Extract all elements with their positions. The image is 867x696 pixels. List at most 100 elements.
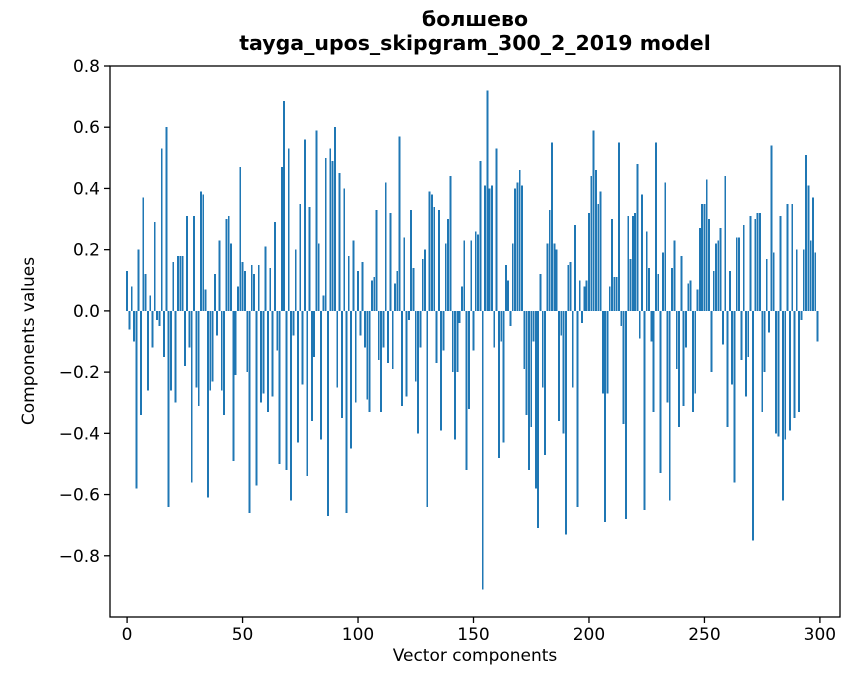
bar xyxy=(724,176,727,311)
bar xyxy=(398,136,401,311)
bar xyxy=(387,310,389,363)
bar xyxy=(461,286,463,311)
bar xyxy=(765,258,768,311)
bar xyxy=(731,310,734,385)
bar xyxy=(451,310,454,373)
bar xyxy=(366,310,369,400)
bar xyxy=(807,185,810,311)
bar xyxy=(290,310,292,501)
bar xyxy=(648,268,650,311)
bar xyxy=(237,286,239,311)
y-tick-label: 0.8 xyxy=(73,57,100,77)
bar xyxy=(248,310,251,513)
bar xyxy=(389,212,392,311)
bar xyxy=(442,310,445,351)
x-tick-label: 100 xyxy=(342,625,374,645)
bar xyxy=(578,280,581,311)
bar xyxy=(812,197,814,311)
bar xyxy=(726,310,729,428)
bar xyxy=(562,310,565,434)
bar xyxy=(306,310,309,477)
bar xyxy=(283,101,286,311)
bar xyxy=(128,310,131,330)
bar xyxy=(567,264,570,311)
y-tick-label: 0.2 xyxy=(73,241,100,261)
bar xyxy=(126,271,129,311)
bar xyxy=(243,271,246,311)
bar xyxy=(137,249,140,311)
bar xyxy=(373,277,376,311)
bar xyxy=(407,310,410,321)
bar xyxy=(410,209,413,311)
bar xyxy=(583,286,586,311)
bar xyxy=(641,194,644,311)
bar xyxy=(719,228,722,311)
bar xyxy=(223,310,226,415)
bar xyxy=(458,310,461,324)
x-tick-label: 0 xyxy=(122,625,133,645)
bar xyxy=(627,215,630,311)
bar xyxy=(673,240,676,311)
bar xyxy=(629,258,632,311)
bar xyxy=(354,310,357,403)
bar xyxy=(347,255,350,311)
bar xyxy=(130,286,133,311)
x-tick-label: 300 xyxy=(804,625,836,645)
bar xyxy=(657,274,660,311)
bar xyxy=(560,310,563,336)
chart-title-line2: tayga_upos_skipgram_300_2_2019 model xyxy=(239,31,711,55)
bar xyxy=(433,206,436,311)
bar xyxy=(315,130,318,311)
bar xyxy=(151,310,154,348)
bar xyxy=(708,219,710,311)
bar xyxy=(435,310,438,363)
bar xyxy=(303,139,306,311)
bar xyxy=(712,271,715,311)
y-tick-label: −0.6 xyxy=(59,486,100,506)
bar xyxy=(775,310,777,434)
y-axis-label: Components values xyxy=(19,256,39,426)
bar xyxy=(142,197,145,311)
bar xyxy=(225,219,228,311)
bar xyxy=(777,310,780,437)
bar xyxy=(400,310,403,406)
bar xyxy=(652,310,655,412)
bar xyxy=(581,310,583,324)
bar xyxy=(280,167,283,311)
bar xyxy=(317,243,320,311)
bar xyxy=(664,182,667,311)
bar xyxy=(528,310,530,471)
bar xyxy=(241,261,244,311)
bar xyxy=(569,261,572,311)
bar xyxy=(331,160,334,311)
bar xyxy=(745,310,747,397)
bar xyxy=(798,310,801,412)
bar xyxy=(682,310,685,406)
bar xyxy=(345,310,348,513)
bar xyxy=(350,310,353,449)
bar xyxy=(675,310,678,370)
bar xyxy=(285,310,288,471)
bar xyxy=(391,310,394,370)
bar xyxy=(322,295,325,311)
bar xyxy=(267,310,269,412)
bar xyxy=(424,249,426,311)
bar xyxy=(174,310,177,403)
bar xyxy=(156,310,159,321)
bar xyxy=(574,225,577,311)
bar xyxy=(721,310,724,345)
bar xyxy=(601,310,604,394)
bar xyxy=(594,170,597,311)
bar xyxy=(634,212,637,311)
bar xyxy=(403,237,406,311)
y-tick-label: 0.4 xyxy=(73,179,100,199)
bar xyxy=(740,310,743,360)
bar xyxy=(484,185,486,311)
bar xyxy=(521,185,523,311)
bar xyxy=(585,280,588,311)
bar xyxy=(491,185,493,311)
bar xyxy=(655,142,657,311)
bar xyxy=(525,310,528,415)
bar xyxy=(551,142,553,311)
bar xyxy=(710,310,713,373)
